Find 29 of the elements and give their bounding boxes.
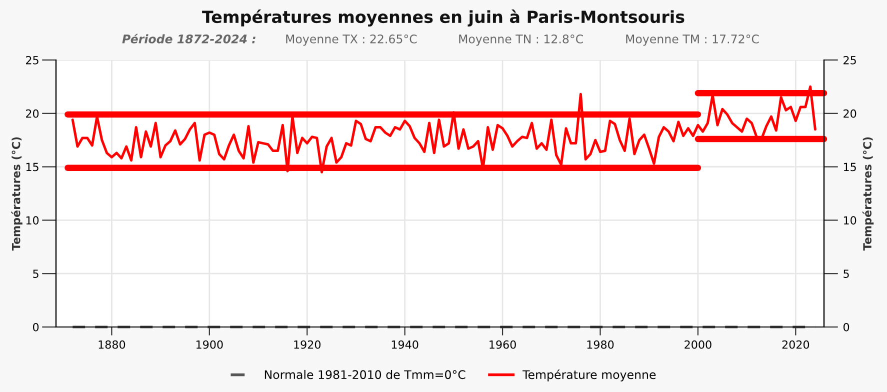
chart-title: Températures moyennes en juin à Paris-Montsouris (202, 10, 684, 26)
legend-label: Normale 1981-2010 de Tmm=0°C (264, 370, 466, 380)
y-tick-label: 5 (33, 270, 38, 278)
y-tick-label: 20 (26, 109, 39, 118)
y-tick-label: 10 (26, 216, 39, 225)
legend-label: Température moyenne (522, 369, 656, 382)
y-axis-title: Températures (°C) (11, 137, 22, 251)
x-tick-label: 1900 (196, 340, 223, 349)
text: Moyenne TM : 17.72°C (626, 34, 759, 46)
y2-tick-label: 0 (843, 322, 850, 332)
y2-tick-label: 5 (844, 270, 849, 278)
y2-tick-label: 25 (844, 56, 856, 64)
y-tick-label: 0 (32, 322, 39, 332)
y-tick-label: 25 (26, 56, 38, 64)
y2-tick-label: 20 (844, 109, 856, 118)
x-tick-label: 1960 (490, 340, 516, 349)
chart-subtitle: Période 1872-2024 : (122, 34, 256, 44)
x-tick-label: 1880 (98, 340, 126, 349)
x-tick-label: 2020 (782, 340, 810, 349)
x-tick-label: 2000 (684, 340, 712, 349)
y-tick-label: 15 (26, 162, 38, 172)
x-tick-label: 1940 (392, 340, 418, 349)
x-tick-label: 1980 (587, 340, 614, 349)
y2-axis-title: Températures (°C) (862, 137, 874, 251)
y2-tick-label: 15 (844, 162, 856, 172)
x-tick-label: 1920 (294, 340, 321, 349)
text: Moyenne TX : 22.65°C (286, 34, 417, 46)
text: Moyenne TN : 12.8°C (459, 34, 583, 46)
y2-tick-label: 10 (844, 216, 856, 225)
